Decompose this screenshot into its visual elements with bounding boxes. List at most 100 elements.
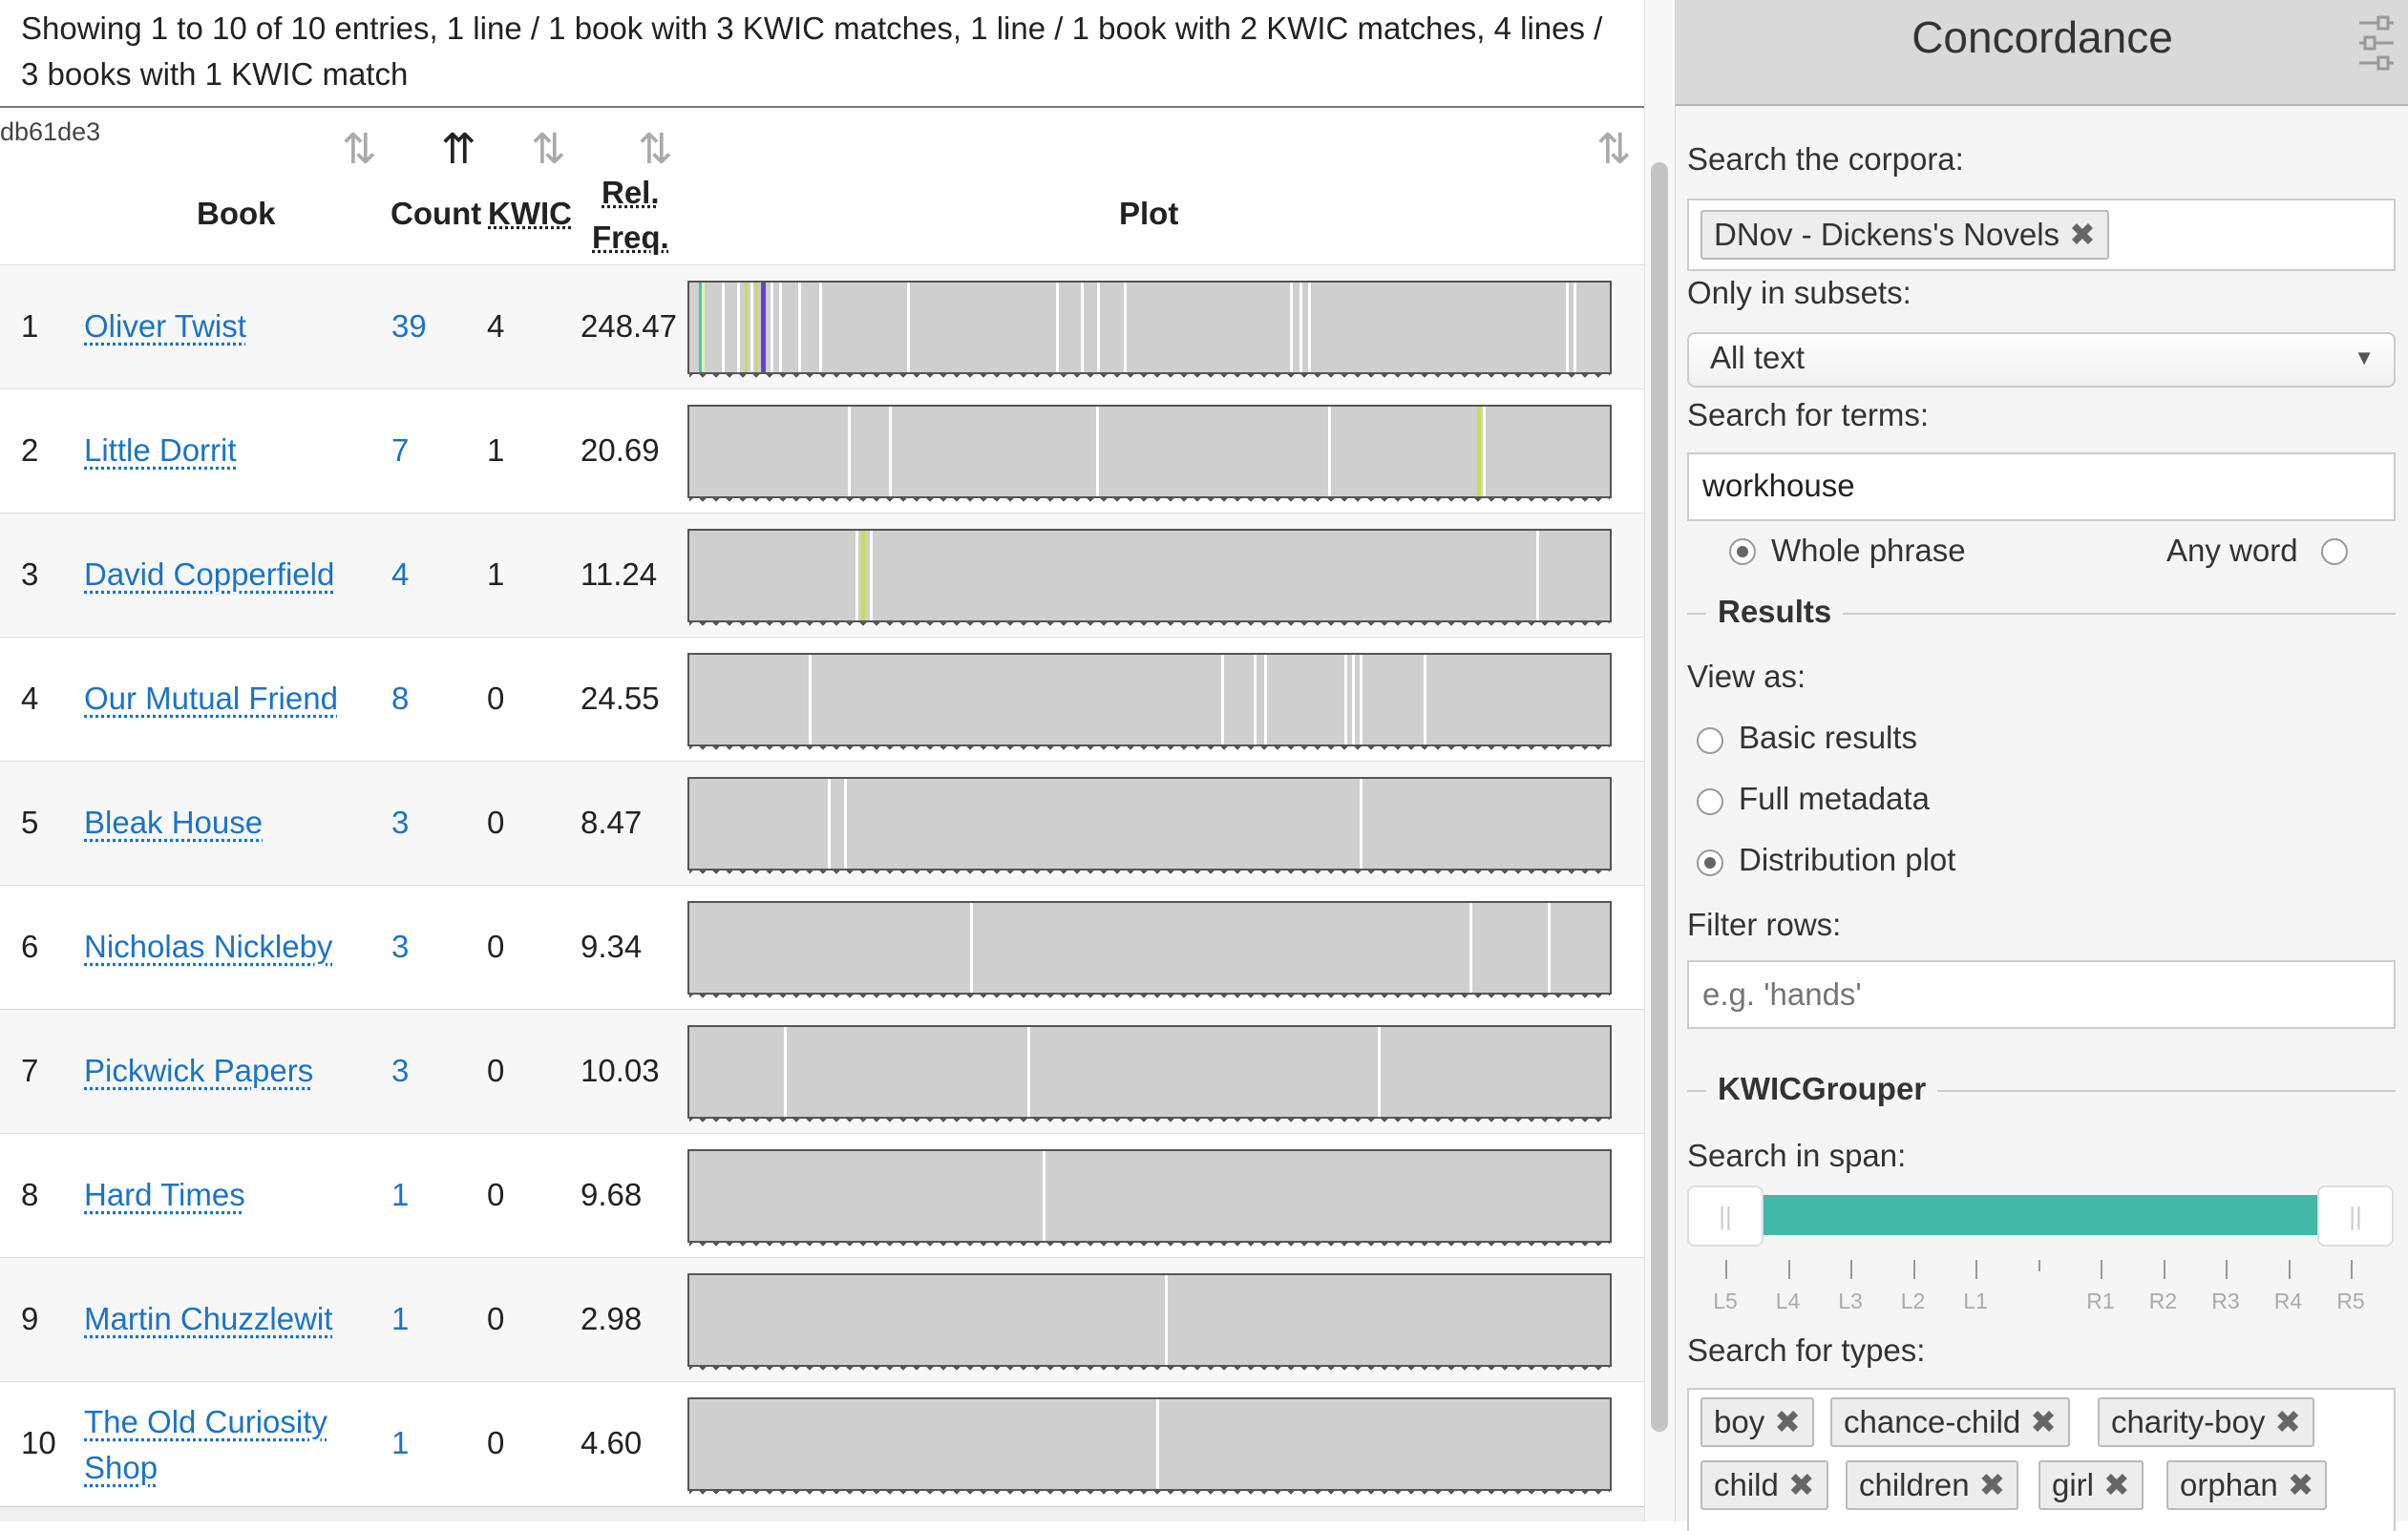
full-metadata-radio[interactable] [1697, 788, 1723, 815]
vertical-scrollbar-thumb[interactable] [1651, 162, 1668, 1432]
distribution-plot[interactable] [687, 281, 1612, 382]
plot-hit-mark [737, 283, 741, 372]
distribution-plot[interactable] [687, 529, 1612, 630]
book-link[interactable]: Nicholas Nickleby [84, 929, 333, 964]
table-row: 6 Nicholas Nickleby 3 0 9.34 [0, 885, 1644, 1009]
sort-freq-icon[interactable]: ⇅ [638, 126, 673, 173]
plot-hit-mark [1124, 283, 1127, 372]
plot-hit-mark [1263, 655, 1267, 745]
rel-freq-value: 24.55 [581, 681, 660, 716]
distribution-plot[interactable] [687, 901, 1612, 1002]
distribution-plot[interactable] [687, 777, 1612, 878]
span-tick [2351, 1260, 2353, 1279]
span-tick [2163, 1260, 2165, 1279]
remove-type-icon[interactable]: ✖ [1774, 1404, 1801, 1439]
any-word-radio[interactable] [2321, 538, 2348, 565]
book-link[interactable]: Martin Chuzzlewit [84, 1301, 333, 1336]
book-link[interactable]: Bleak House [84, 805, 264, 840]
kwic-value: 0 [487, 1053, 505, 1088]
book-link[interactable]: The Old Curiosity Shop [84, 1404, 327, 1485]
sort-plot-icon[interactable]: ⇅ [1596, 126, 1632, 173]
distribution-plot[interactable] [687, 405, 1612, 506]
distribution-plot[interactable] [687, 653, 1612, 754]
table-row: 10 The Old Curiosity Shop 1 0 4.60 [0, 1381, 1644, 1505]
book-link[interactable]: Oliver Twist [84, 308, 246, 344]
plot-hit-mark [1477, 407, 1482, 496]
row-index: 4 [21, 681, 39, 716]
book-link[interactable]: Our Mutual Friend [84, 681, 338, 716]
kwic-value: 0 [487, 681, 505, 716]
plot-hit-mark [1574, 283, 1577, 372]
count-link[interactable]: 4 [391, 556, 410, 592]
header-freq[interactable]: Freq. [592, 220, 669, 255]
sort-count-icon[interactable]: ⇈ [441, 126, 476, 173]
plot-hit-mark [1043, 1151, 1046, 1241]
count-link[interactable]: 1 [391, 1177, 410, 1212]
span-slider[interactable]: || || [1687, 1185, 2396, 1250]
kwic-section: KWICGrouper [1687, 1071, 2396, 1109]
count-link[interactable]: 3 [391, 805, 410, 840]
header-rel[interactable]: Rel. [602, 175, 660, 210]
corpora-tag: DNov - Dickens's Novels ✖ [1700, 210, 2109, 260]
subsets-label: Only in subsets: [1687, 275, 1912, 310]
type-tag: orphan ✖ [2166, 1460, 2328, 1510]
terms-input[interactable]: workhouse [1687, 452, 2396, 521]
remove-type-icon[interactable]: ✖ [2030, 1404, 2057, 1439]
row-index: 9 [21, 1301, 39, 1336]
remove-type-icon[interactable]: ✖ [1787, 1467, 1815, 1502]
row-index: 1 [21, 308, 39, 344]
distribution-plot[interactable] [687, 1149, 1612, 1250]
book-link[interactable]: Little Dorrit [84, 432, 237, 468]
plot-hit-mark [847, 407, 851, 496]
remove-type-icon[interactable]: ✖ [2103, 1467, 2130, 1502]
plot-hit-mark [1253, 655, 1257, 745]
count-link[interactable]: 8 [391, 681, 410, 716]
remove-type-icon[interactable]: ✖ [2287, 1467, 2314, 1502]
count-link[interactable]: 7 [391, 432, 410, 468]
header-count[interactable]: Count [391, 196, 482, 231]
header-kwic[interactable]: KWIC [488, 196, 572, 231]
span-right-handle[interactable]: || [2317, 1185, 2394, 1247]
row-index: 2 [21, 432, 39, 468]
count-link[interactable]: 1 [391, 1425, 410, 1460]
sort-kwic-icon[interactable]: ⇅ [531, 126, 566, 173]
subsets-select[interactable]: All text ▼ [1687, 332, 2396, 388]
distribution-plot[interactable] [687, 1025, 1612, 1126]
header-plot[interactable]: Plot [1119, 196, 1179, 231]
span-tick [1787, 1260, 1790, 1279]
book-link[interactable]: David Copperfield [84, 556, 335, 592]
table-row: 4 Our Mutual Friend 8 0 24.55 [0, 637, 1644, 761]
rel-freq-value: 9.68 [581, 1177, 643, 1212]
count-link[interactable]: 1 [391, 1301, 410, 1336]
vertical-scrollbar[interactable] [1644, 0, 1675, 1521]
types-select[interactable]: boy ✖ chance-child ✖ charity-boy ✖ child ✖ child… [1687, 1388, 2396, 1531]
basic-results-radio[interactable] [1697, 727, 1723, 754]
remove-type-icon[interactable]: ✖ [1978, 1467, 2006, 1502]
distribution-plot-radio[interactable] [1697, 849, 1723, 876]
filter-rows-input[interactable] [1687, 960, 2396, 1029]
count-link[interactable]: 3 [391, 929, 410, 964]
count-link[interactable]: 3 [391, 1053, 410, 1088]
header-book[interactable]: Book [197, 196, 276, 231]
remove-corpus-icon[interactable]: ✖ [2069, 217, 2096, 252]
span-tick-label: R1 [2086, 1289, 2115, 1313]
span-left-handle[interactable]: || [1687, 1185, 1764, 1247]
plot-hit-mark [1352, 655, 1356, 745]
sliders-icon[interactable] [2355, 13, 2397, 73]
distribution-plot[interactable] [687, 1397, 1612, 1499]
kwic-value: 0 [487, 929, 505, 964]
distribution-plot[interactable] [687, 1273, 1612, 1374]
span-tick [2038, 1260, 2040, 1271]
horizontal-scrollbar[interactable] [0, 1506, 1644, 1521]
sort-book-icon[interactable]: ⇅ [342, 126, 377, 173]
corpora-select[interactable]: DNov - Dickens's Novels ✖ [1687, 199, 2396, 271]
whole-phrase-radio[interactable] [1729, 538, 1756, 565]
book-link[interactable]: Hard Times [84, 1177, 245, 1212]
book-link[interactable]: Pickwick Papers [84, 1053, 314, 1088]
row-index: 3 [21, 556, 39, 592]
table-code-label: db61de3 [0, 117, 101, 146]
count-link[interactable]: 39 [391, 308, 427, 344]
results-title: Results [1706, 594, 1844, 630]
remove-type-icon[interactable]: ✖ [2274, 1404, 2302, 1439]
table-row: 5 Bleak House 3 0 8.47 [0, 761, 1644, 885]
